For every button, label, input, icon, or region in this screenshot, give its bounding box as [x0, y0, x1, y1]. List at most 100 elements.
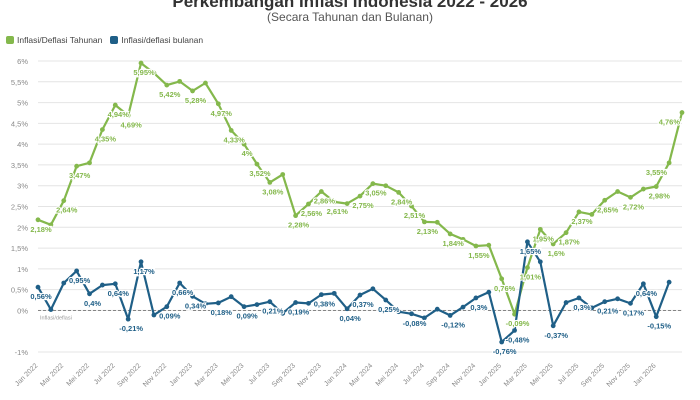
x-tick-label: Sep 2025 — [580, 362, 606, 388]
monthly-data-point — [434, 306, 440, 312]
monthly-data-point — [61, 280, 67, 286]
annual-data-point — [447, 231, 453, 237]
monthly-data-point — [254, 302, 260, 308]
annual-data-point — [409, 203, 414, 209]
monthly-data-point — [280, 310, 286, 316]
annual-data-label: 2,84% — [391, 197, 413, 206]
x-tick-label: Nov 2023 — [297, 362, 323, 388]
monthly-data-point — [48, 307, 54, 312]
monthly-data-point — [602, 299, 608, 305]
monthly-data-point — [370, 286, 376, 292]
annual-data-point — [306, 201, 311, 207]
annual-data-point — [537, 226, 543, 232]
annual-data-label: 4,97% — [211, 109, 233, 118]
monthly-data-label: 0,21% — [262, 307, 284, 316]
annual-data-label: 1,01% — [520, 273, 542, 282]
annual-data-label: 2,75% — [352, 201, 374, 210]
annual-data-label: 1,95% — [533, 234, 555, 243]
annual-data-point — [112, 102, 118, 108]
monthly-data-label: -0,08% — [403, 319, 427, 328]
monthly-data-point — [203, 301, 208, 307]
x-tick-label: Sep 2022 — [116, 362, 142, 388]
monthly-data-label: 0,34% — [185, 301, 207, 310]
annual-data-label: 2,64% — [56, 206, 78, 215]
annual-data-point — [87, 160, 92, 166]
x-tick-label: Mar 2025 — [503, 362, 529, 388]
annual-data-point — [138, 60, 144, 66]
monthly-data-label: 0,04% — [339, 314, 361, 323]
monthly-data-point — [563, 300, 569, 305]
annual-data-label: 5,95% — [133, 68, 155, 77]
monthly-data-point — [344, 306, 350, 312]
y-tick-label: 3% — [17, 182, 28, 191]
monthly-data-point — [499, 339, 505, 345]
monthly-data-point — [460, 304, 466, 310]
annual-data-point — [460, 236, 466, 242]
monthly-data-point — [35, 284, 41, 290]
chart-subtitle: (Secara Tahunan dan Bulanan) — [267, 10, 433, 24]
annual-data-label: 1,55% — [468, 251, 490, 260]
x-tick-label: Jan 2025 — [478, 362, 503, 387]
annual-data-label: 5,28% — [185, 96, 207, 105]
monthly-data-point — [589, 305, 595, 311]
monthly-data-point — [228, 294, 234, 300]
annual-data-point — [640, 186, 646, 192]
monthly-data-label: 0,17% — [623, 308, 645, 317]
monthly-data-label: 0,37% — [352, 300, 374, 309]
annual-data-point — [357, 193, 363, 199]
monthly-data-point — [241, 304, 247, 310]
chart-legend: Inflasi/Deflasi Tahunan Inflasi/deflasi … — [6, 35, 203, 45]
annual-data-point — [74, 163, 80, 169]
monthly-data-point — [409, 311, 414, 317]
monthly-data-label: -0,15% — [647, 322, 671, 331]
monthly-data-label: 0,3% — [470, 303, 487, 312]
annual-data-point — [473, 243, 479, 249]
annual-data-point — [525, 265, 530, 271]
x-tick-label: Mar 2024 — [348, 362, 374, 388]
monthly-data-point — [383, 297, 389, 303]
monthly-data-label: -0,37% — [544, 331, 568, 340]
annual-data-point — [215, 101, 221, 107]
baseline-label: Inflasi/deflasi — [40, 315, 72, 321]
annual-data-label: 4,94% — [108, 110, 130, 119]
annual-data-point — [370, 181, 376, 187]
annual-data-point — [61, 198, 67, 204]
monthly-data-point — [640, 281, 646, 287]
annual-data-point — [589, 211, 595, 217]
annual-data-label: 4% — [242, 149, 253, 158]
monthly-data-label: 0,18% — [211, 308, 233, 317]
annual-series-line — [36, 61, 684, 316]
monthly-data-label: 0,95% — [69, 276, 91, 285]
annual-data-label: 5,42% — [159, 90, 181, 99]
annual-data-point — [48, 222, 54, 228]
x-tick-label: Sep 2023 — [271, 362, 297, 388]
x-tick-label: Jul 2023 — [248, 362, 272, 386]
legend-item-annual[interactable]: Inflasi/Deflasi Tahunan — [6, 35, 102, 45]
annual-data-point — [615, 189, 620, 194]
annual-data-label: 2,13% — [417, 227, 439, 236]
annual-data-label: 4,33% — [224, 135, 246, 144]
annual-data-label: 3,52% — [249, 169, 271, 178]
annual-data-label: 0,76% — [494, 284, 516, 293]
monthly-data-label: 0,66% — [172, 288, 194, 297]
monthly-data-label: 1,65% — [520, 247, 542, 256]
x-tick-label: Jul 2025 — [557, 362, 581, 386]
monthly-data-label: 0,25% — [378, 305, 400, 314]
x-tick-label: Mei 2024 — [375, 362, 400, 387]
annual-data-point — [679, 110, 685, 115]
annual-data-label: 2,28% — [288, 221, 310, 230]
monthly-data-point — [177, 280, 183, 286]
annual-data-label: 2,56% — [301, 209, 323, 218]
monthly-data-label: 0,09% — [236, 312, 258, 321]
monthly-data-point — [164, 304, 170, 310]
annual-data-label: 2,18% — [30, 225, 52, 234]
monthly-data-point — [486, 289, 492, 295]
x-tick-label: Jul 2024 — [402, 362, 426, 386]
x-tick-label: Nov 2025 — [606, 362, 632, 388]
annual-data-point — [190, 88, 195, 94]
monthly-data-label: -0,21% — [119, 324, 143, 333]
monthly-data-point — [306, 300, 311, 306]
legend-item-monthly[interactable]: Inflasi/deflasi bulanan — [110, 35, 203, 45]
annual-data-point — [177, 78, 183, 84]
monthly-data-point — [666, 279, 672, 285]
